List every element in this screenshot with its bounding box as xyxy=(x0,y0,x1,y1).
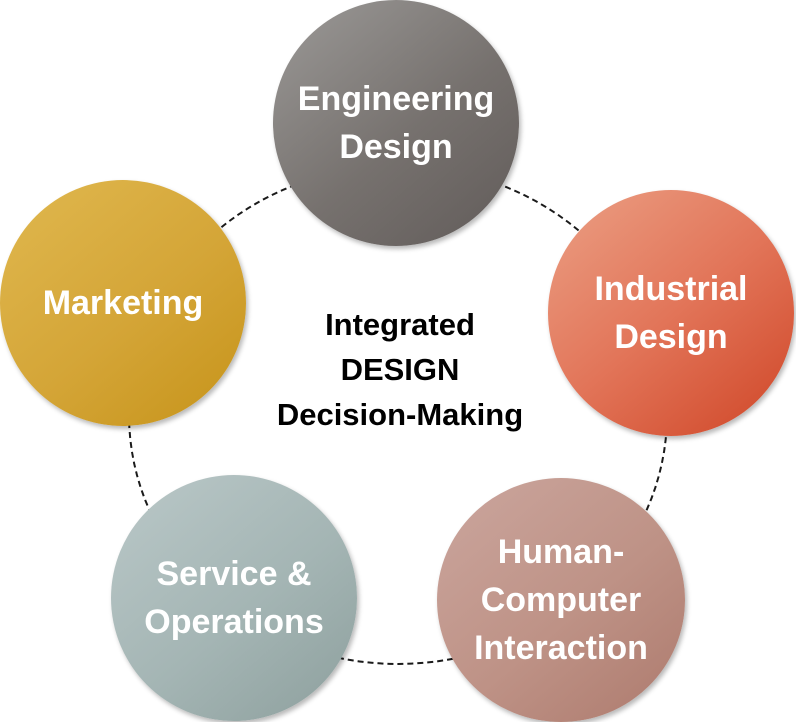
service-operations-label-line2: Operations xyxy=(144,603,324,641)
marketing-circle: Marketing xyxy=(0,180,246,426)
center-title: Integrated DESIGN Decision-Making xyxy=(230,302,570,437)
service-operations-circle: Service & Operations xyxy=(111,475,357,721)
hci-label-line1: Human- xyxy=(497,533,625,571)
center-title-line2: DESIGN xyxy=(340,352,460,387)
industrial-design-label-line1: Industrial xyxy=(594,270,748,308)
center-title-line3: Decision-Making xyxy=(276,397,524,432)
center-title-line1: Integrated xyxy=(325,307,475,342)
engineering-design-circle: Engineering Design xyxy=(273,0,519,246)
human-computer-interaction-circle: Human- Computer Interaction xyxy=(437,478,685,722)
hci-label-line2: Computer xyxy=(480,581,642,619)
industrial-design-circle: Industrial Design xyxy=(548,190,794,436)
engineering-design-label-line1: Engineering xyxy=(297,80,495,118)
service-operations-label-line1: Service & xyxy=(156,555,312,593)
industrial-design-label-line2: Design xyxy=(614,318,728,356)
marketing-label: Marketing xyxy=(42,284,204,322)
engineering-design-label-line2: Design xyxy=(339,128,453,166)
hci-label-line3: Interaction xyxy=(474,629,648,667)
